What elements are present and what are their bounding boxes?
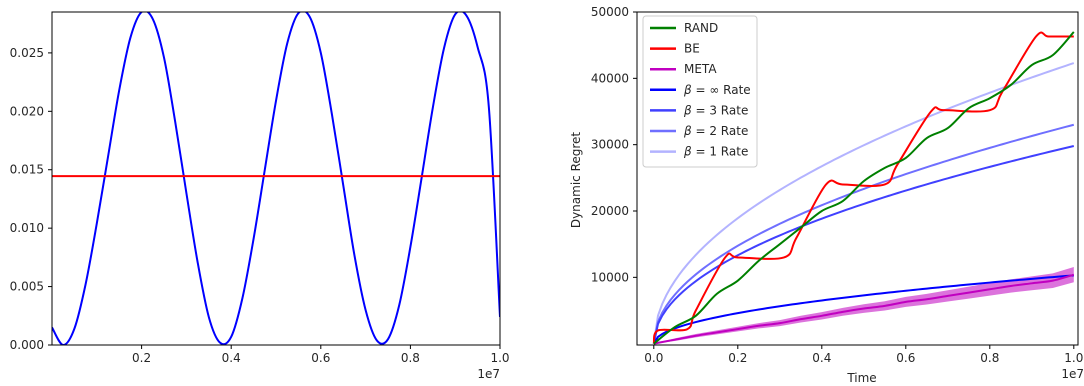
legend-entry: β = 3 Rate (683, 103, 748, 117)
right-x-tick-label: 0.0 (644, 351, 663, 365)
right-y-axis-label: Dynamic Regret (569, 132, 583, 229)
right-x-tick-label: 1.0 (1064, 351, 1083, 365)
left-x-tick-label: 0.6 (311, 351, 330, 365)
right-x-axis-label: Time (846, 371, 876, 385)
right-series-line-2 (653, 273, 1075, 345)
legend-frame (642, 15, 758, 168)
right-series-line-3 (652, 274, 1074, 345)
left-y-tick-label: 0.000 (10, 338, 44, 352)
right-series-line-5 (652, 123, 1075, 344)
left-series-line-0 (52, 12, 500, 345)
legend-entry: RAND (684, 21, 718, 35)
left-plot-frame (51, 11, 501, 346)
right-y-tick-label: 40000 (591, 71, 629, 85)
right-y-tick-label: 50000 (591, 5, 629, 19)
legend-entry: β = 1 Rate (683, 145, 748, 159)
left-y-tick-label: 0.015 (10, 163, 44, 177)
left-y-tick-label: 0.025 (10, 46, 44, 60)
right-y-tick-label: 10000 (591, 270, 629, 284)
right-x-tick-label: 0.6 (896, 351, 915, 365)
legend-entry: META (684, 62, 717, 76)
right-series-line-4 (652, 145, 1075, 344)
left-chart: 0.2 0.4 0.6 0.8 1.0 0.000 0.005 0.010 0.015 0.02… (10, 11, 510, 381)
right-y-tick-label: 20000 (591, 204, 629, 218)
right-y-tick-label: 30000 (591, 138, 629, 152)
left-x-offset-label: 1e7 (477, 367, 500, 381)
legend-entry: β = 2 Rate (683, 124, 748, 138)
legend-entry: BE (684, 42, 700, 56)
legend-entry: β = ∞ Rate (683, 83, 751, 97)
left-y-tick-label: 0.005 (10, 280, 44, 294)
right-x-tick-label: 0.8 (980, 351, 999, 365)
right-x-tick-label: 0.4 (812, 351, 831, 365)
right-x-offset-label: 1e7 (1061, 367, 1084, 381)
left-y-tick-label: 0.010 (10, 221, 44, 235)
left-y-tick-label: 0.020 (10, 104, 44, 118)
right-plot-frame (636, 11, 1079, 346)
left-x-tick-label: 1.0 (490, 351, 509, 365)
left-x-tick-label: 0.2 (132, 351, 151, 365)
left-x-tick-label: 0.4 (222, 351, 241, 365)
right-series-line-0 (653, 31, 1075, 345)
meta-confidence-band (653, 267, 1074, 344)
left-plot-background (52, 12, 500, 345)
right-chart: 0.0 0.2 0.4 0.6 0.8 1.0 10000 20000 30000 40000 5… (569, 5, 1084, 385)
legend: RAND BE META β = ∞ Rate β = 3 Rate β = 2 Rate… (642, 15, 758, 168)
right-x-tick-label: 0.2 (728, 351, 747, 365)
left-x-tick-label: 0.8 (401, 351, 420, 365)
